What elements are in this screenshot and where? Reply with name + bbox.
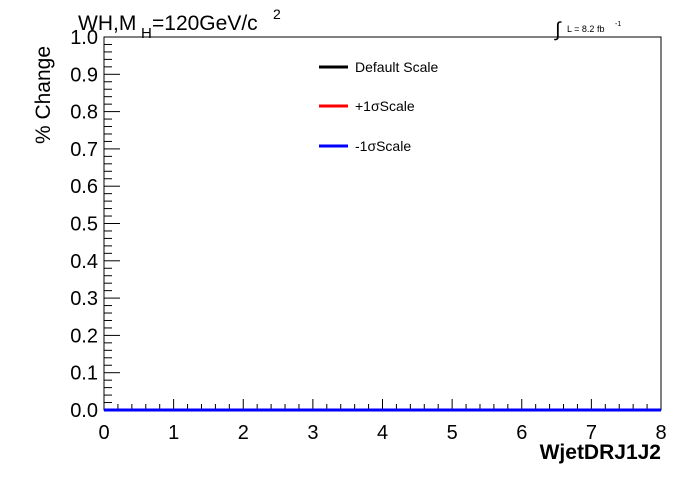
y-tick-label: 0.0 [70, 400, 98, 422]
y-tick-label: 0.5 [70, 214, 98, 236]
y-tick-label: 0.3 [70, 288, 98, 310]
lumi-superscript: -1 [615, 21, 621, 28]
legend-label-1: +1σScale [355, 98, 415, 114]
y-tick-label: 0.8 [70, 102, 98, 124]
legend: Default Scale +1σScale -1σScale [319, 59, 438, 154]
x-tick-label: 5 [447, 422, 458, 444]
x-tick-label: 1 [168, 422, 179, 444]
plot-frame [103, 36, 662, 411]
x-tick-label: 8 [655, 422, 666, 444]
y-tick-label: 0.6 [70, 176, 98, 198]
title-main: WH,M [78, 12, 136, 35]
integral-symbol: ∫ [554, 19, 562, 41]
lumi-annotation: ∫ L = 8.2 fb -1 [554, 19, 621, 41]
x-tick-label: 7 [586, 422, 597, 444]
y-tick-label: 0.7 [70, 139, 98, 161]
x-tick-label: 3 [307, 422, 318, 444]
x-tick-label: 2 [238, 422, 249, 444]
x-tick-label: 6 [516, 422, 527, 444]
legend-label-2: -1σScale [355, 138, 411, 154]
x-axis-label: WjetDRJ1J2 [540, 441, 661, 464]
x-tick-label: 4 [377, 422, 388, 444]
y-tick-label: 0.4 [70, 251, 98, 273]
y-tick-label: 1.0 [70, 27, 98, 49]
y-tick-label: 0.1 [70, 363, 98, 385]
title-rest: =120GeV/c [152, 12, 258, 35]
title-subscript: H [141, 25, 152, 42]
chart-title: WH,M H =120GeV/c 2 [78, 6, 281, 42]
title-superscript: 2 [273, 6, 281, 22]
y-tick-label: 0.9 [70, 64, 98, 86]
lumi-label: L = 8.2 fb [567, 24, 604, 34]
x-tick-label: 0 [98, 422, 109, 444]
axis-ticks: 0 1 2 3 4 5 6 7 8 0.0 0.1 0.2 0.3 0.4 0.5 0.6 0.7 0.8 0.9 1… [70, 27, 666, 444]
y-tick-label: 0.2 [70, 325, 98, 347]
legend-label-0: Default Scale [355, 59, 438, 75]
y-axis-label: % Change [32, 46, 55, 144]
